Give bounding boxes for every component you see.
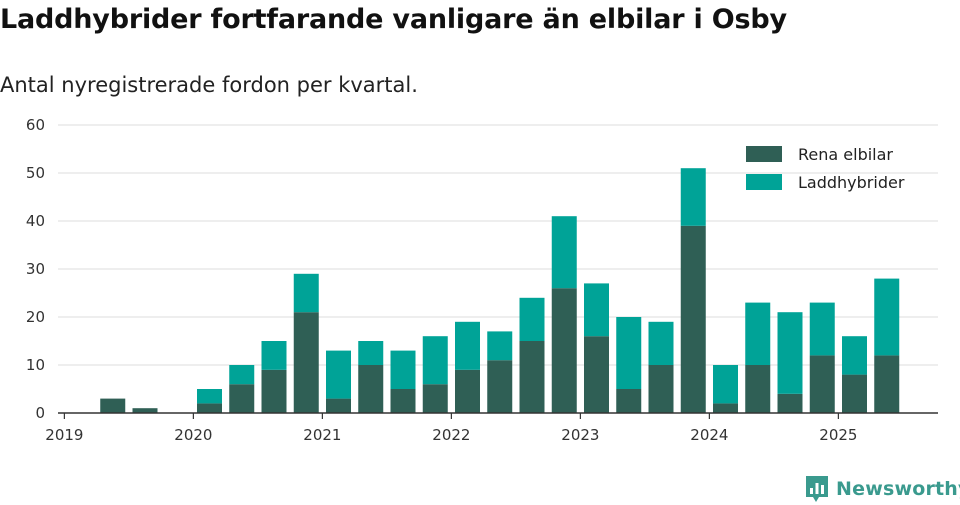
bar-laddhybrider-2022-q2 [487, 331, 513, 361]
stacked-bar-chart: 0 10 20 30 40 50 60 2019 2020 2021 2022 2023 2024 20… [26, 116, 938, 444]
bar-rena-elbilar-2020-q4 [293, 312, 319, 413]
y-tick-label-30: 30 [26, 260, 45, 278]
x-tick-label-2025: 2025 [819, 426, 857, 444]
legend-swatch-laddhybrider [746, 174, 782, 190]
y-tick-label-10: 10 [26, 356, 45, 374]
bar-laddhybrider-2020-q2 [229, 365, 255, 385]
bar-rena-elbilar-2023-q2 [616, 389, 642, 413]
bar-laddhybrider-2023-q1 [584, 283, 609, 337]
bar-rena-elbilar-2022-q1 [455, 369, 480, 413]
bar-laddhybrider-2023-q2 [616, 317, 642, 389]
y-tick-label-0: 0 [35, 404, 45, 422]
bar-laddhybrider-2025-q1 [842, 336, 867, 375]
x-tick-label-2021: 2021 [303, 426, 341, 444]
bar-laddhybrider-2023-q3 [648, 321, 674, 365]
bar-rena-elbilar-2024-q1 [713, 403, 738, 413]
bar-rena-elbilar-2024-q3 [777, 393, 803, 413]
bar-laddhybrider-2021-q2 [358, 341, 384, 365]
chart-legend: Rena elbilar Laddhybrider [746, 140, 904, 196]
bar-laddhybrider-2021-q1 [326, 350, 351, 399]
legend-label-laddhybrider: Laddhybrider [798, 172, 905, 192]
newsworthy-logo[interactable]: Newsworthy [804, 474, 960, 504]
bar-laddhybrider-2021-q4 [422, 336, 448, 385]
bar-rena-elbilar-2022-q2 [487, 360, 513, 413]
bar-rena-elbilar-2021-q4 [422, 384, 448, 413]
bar-laddhybrider-2024-q3 [777, 312, 803, 394]
legend-swatch-rena-elbilar [746, 146, 782, 162]
bar-rena-elbilar-2020-q3 [261, 369, 287, 413]
bar-rena-elbilar-2023-q4 [680, 225, 706, 413]
bar-laddhybrider-2024-q2 [745, 302, 771, 365]
bar-laddhybrider-2024-q1 [713, 365, 738, 404]
bar-laddhybrider-2020-q4 [293, 273, 319, 313]
bar-rena-elbilar-2022-q4 [551, 288, 577, 413]
bar-rena-elbilar-2023-q1 [584, 336, 609, 413]
x-tick-label-2022: 2022 [432, 426, 470, 444]
bar-laddhybrider-2020-q1 [197, 389, 222, 404]
y-tick-label-50: 50 [26, 164, 45, 182]
bar-rena-elbilar-2023-q3 [648, 365, 674, 413]
x-tick-label-2024: 2024 [690, 426, 728, 444]
bar-rena-elbilar-2019-q3 [132, 408, 158, 413]
x-tick-label-2019: 2019 [45, 426, 83, 444]
x-tick-label-2020: 2020 [174, 426, 212, 444]
bar-laddhybrider-2022-q3 [519, 297, 545, 341]
y-tick-label-40: 40 [26, 212, 45, 230]
newsworthy-logo-text: Newsworthy [836, 478, 960, 500]
bar-laddhybrider-2020-q3 [261, 341, 287, 370]
newsworthy-logo-icon [806, 476, 828, 502]
bar-rena-elbilar-2020-q2 [229, 384, 255, 413]
bar-laddhybrider-2025-q2 [874, 278, 900, 356]
y-tick-label-20: 20 [26, 308, 45, 326]
y-tick-label-60: 60 [26, 116, 45, 134]
bar-laddhybrider-2022-q4 [551, 216, 577, 289]
bar-rena-elbilar-2020-q1 [197, 403, 222, 413]
bar-rena-elbilar-2024-q4 [809, 355, 835, 413]
bar-rena-elbilar-2022-q3 [519, 341, 545, 413]
bar-rena-elbilar-2025-q2 [874, 355, 900, 413]
bar-rena-elbilar-2021-q2 [358, 365, 384, 413]
legend-label-rena-elbilar: Rena elbilar [798, 144, 893, 164]
chart-title: Laddhybrider fortfarande vanligare än el… [0, 4, 787, 35]
bar-laddhybrider-2023-q4 [680, 168, 706, 226]
bar-rena-elbilar-2019-q2 [100, 398, 126, 413]
chart-subtitle: Antal nyregistrerade fordon per kvartal. [0, 73, 418, 97]
legend-item-laddhybrider: Laddhybrider [746, 168, 904, 196]
legend-item-rena-elbilar: Rena elbilar [746, 140, 904, 168]
bar-laddhybrider-2022-q1 [455, 321, 480, 370]
bar-rena-elbilar-2021-q1 [326, 398, 351, 413]
x-tick-label-2023: 2023 [561, 426, 599, 444]
bar-rena-elbilar-2024-q2 [745, 365, 771, 413]
bar-rena-elbilar-2025-q1 [842, 374, 867, 413]
bar-laddhybrider-2024-q4 [809, 302, 835, 356]
bar-laddhybrider-2021-q3 [390, 350, 416, 389]
bar-rena-elbilar-2021-q3 [390, 389, 416, 413]
